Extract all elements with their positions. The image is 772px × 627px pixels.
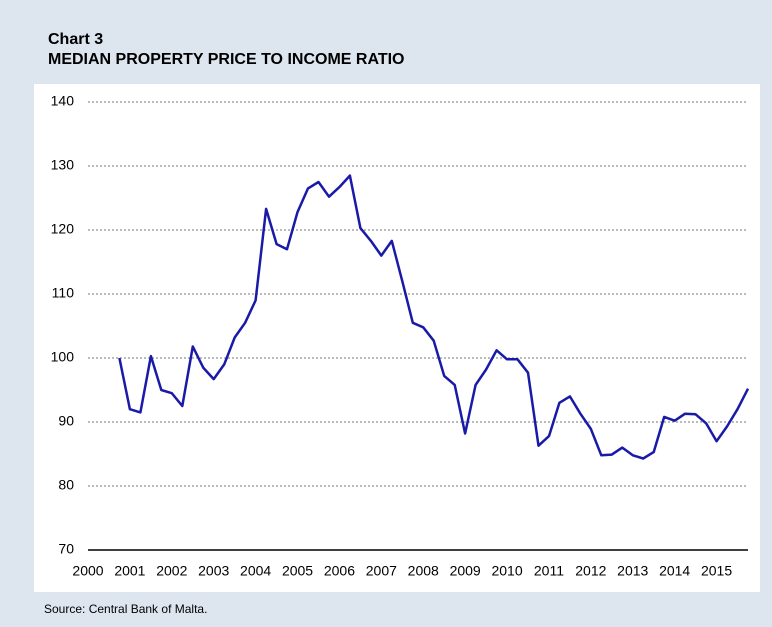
data-line xyxy=(118,174,750,460)
source: Source: Central Bank of Malta. xyxy=(44,602,207,616)
y-tick-label: 90 xyxy=(58,413,74,429)
x-tick-label: 2000 xyxy=(72,563,103,579)
x-tick-label: 2010 xyxy=(491,563,522,579)
x-tick-label: 2011 xyxy=(534,563,564,579)
chart-subtitle: MEDIAN PROPERTY PRICE TO INCOME RATIO xyxy=(48,51,404,68)
y-tick-label: 130 xyxy=(51,157,75,173)
y-tick-label: 140 xyxy=(51,93,75,109)
x-tick-label: 2003 xyxy=(198,563,229,579)
x-tick-label: 2012 xyxy=(575,563,606,579)
chart-title: Chart 3 xyxy=(48,31,103,48)
x-tick-label: 2014 xyxy=(659,563,690,579)
x-tick-label: 2013 xyxy=(617,563,648,579)
x-tick-label: 2004 xyxy=(240,563,271,579)
y-tick-label: 80 xyxy=(58,477,74,493)
x-tick-label: 2008 xyxy=(408,563,439,579)
x-tick-label: 2001 xyxy=(114,563,145,579)
x-tick-label: 2005 xyxy=(282,563,313,579)
y-tick-label: 70 xyxy=(58,541,74,557)
x-tick-label: 2006 xyxy=(324,563,355,579)
x-tick-label: 2015 xyxy=(701,563,732,579)
plot-background xyxy=(34,84,760,592)
y-tick-label: 110 xyxy=(52,285,75,301)
y-tick-label: 100 xyxy=(51,349,75,365)
x-tick-label: 2009 xyxy=(450,563,481,579)
x-tick-label: 2007 xyxy=(366,563,397,579)
x-tick-label: 2002 xyxy=(156,563,187,579)
y-tick-label: 120 xyxy=(51,221,75,237)
